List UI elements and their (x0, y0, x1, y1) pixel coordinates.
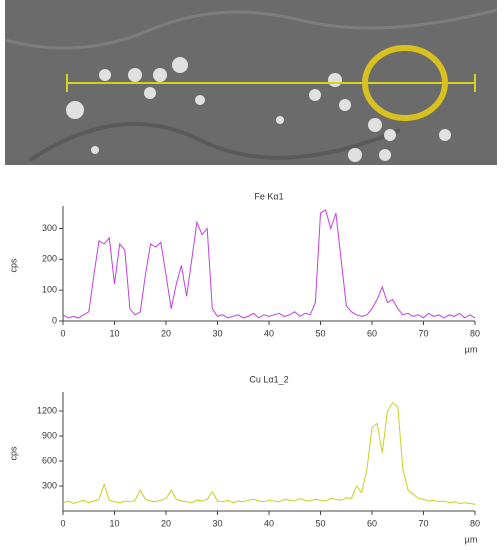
x-tick-label: 50 (315, 518, 325, 528)
y-axis-label: cps (8, 446, 18, 461)
x-tick-label: 80 (470, 518, 480, 528)
y-tick-label: 300 (42, 223, 57, 233)
y-tick-label: 100 (42, 285, 57, 295)
sem-texture (28, 122, 401, 162)
y-tick-label: 900 (42, 430, 57, 440)
x-tick-label: 0 (60, 518, 65, 528)
sem-image (4, 0, 498, 165)
x-tick-label: 60 (367, 518, 377, 528)
y-tick-label: 600 (42, 455, 57, 465)
x-tick-label: 10 (109, 328, 119, 338)
y-axis-label: cps (8, 258, 18, 273)
x-tick-label: 40 (264, 328, 274, 338)
y-tick-label: 200 (42, 254, 57, 264)
x-tick-label: 70 (418, 328, 428, 338)
x-tick-label: 20 (161, 518, 171, 528)
data-line (62, 401, 476, 505)
x-axis-label: µm (465, 534, 478, 544)
y-tick-label: 0 (52, 315, 57, 325)
highlight-ring (362, 45, 448, 121)
sem-texture (4, 8, 498, 50)
x-tick-label: 0 (60, 328, 65, 338)
y-tick-label: 300 (42, 480, 57, 490)
x-tick-label: 60 (367, 328, 377, 338)
y-tick-label: 1200 (37, 405, 57, 415)
x-tick-label: 10 (109, 518, 119, 528)
data-line (62, 209, 476, 319)
x-tick-label: 30 (212, 518, 222, 528)
x-axis-label: µm (465, 344, 478, 354)
sem-particles (66, 57, 451, 162)
x-tick-label: 30 (212, 328, 222, 338)
x-tick-label: 20 (161, 328, 171, 338)
x-tick-label: 80 (470, 328, 480, 338)
x-tick-label: 50 (315, 328, 325, 338)
chart-title: Fe Kα1 (254, 191, 283, 201)
x-tick-label: 70 (418, 518, 428, 528)
x-tick-label: 40 (264, 518, 274, 528)
chart-title: Cu Lα1_2 (249, 374, 288, 384)
